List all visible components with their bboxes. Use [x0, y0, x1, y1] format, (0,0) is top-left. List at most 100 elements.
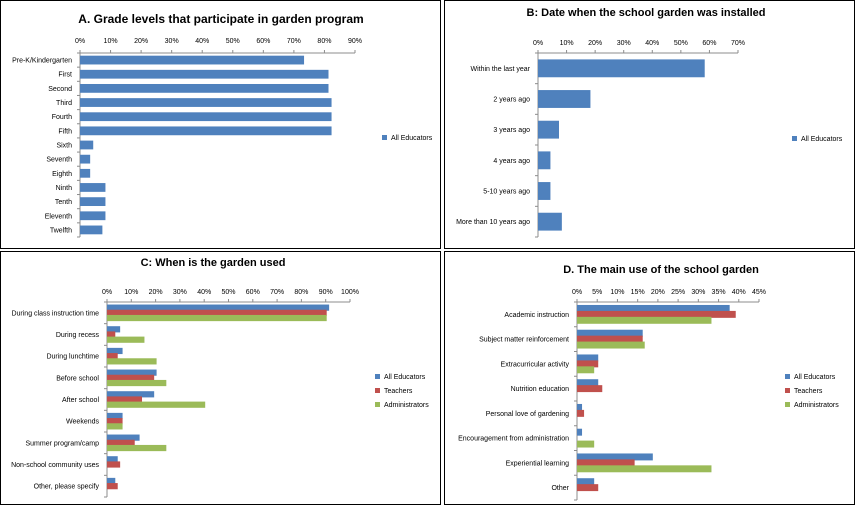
chart-c-bar-all-educators-after-school	[107, 391, 155, 398]
chart-d: D. The main use of the school garden 0% 5%…	[458, 264, 839, 501]
chart-b-tick-label: 10%	[560, 40, 574, 47]
chart-a-bar-all-educators-eighth	[80, 168, 91, 178]
chart-d-tick-label: 5%	[592, 289, 602, 296]
chart-c-bar-administrators-during-class-instruction-time	[107, 314, 327, 322]
chart-panel-d: D. The main use of the school garden 0% 5%…	[444, 251, 855, 505]
chart-c-bar-all-educators-during-class-instruction-time	[107, 304, 330, 311]
chart-a-bar-all-educators-eleventh	[80, 211, 106, 221]
chart-d-legend-swatch-teachers	[785, 388, 790, 393]
chart-d-legend-swatch-all-educators	[785, 374, 790, 379]
chart-c-bar-teachers-before-school	[107, 374, 155, 381]
chart-a-tick-label: 0%	[75, 38, 85, 45]
chart-c-tick-label: 90%	[319, 289, 333, 296]
chart-c-category-label: Other, please specify	[34, 484, 100, 491]
chart-d-title: D. The main use of the school garden	[563, 264, 759, 276]
chart-c-bar-teachers-after-school	[107, 396, 143, 403]
chart-a-tick-label: 30%	[165, 38, 179, 45]
chart-b-tick-label: 40%	[645, 40, 659, 47]
chart-c-category-label: During lunchtime	[46, 354, 99, 361]
chart-a-tick-label: 90%	[348, 38, 362, 45]
chart-c-bar-administrators-after-school	[107, 401, 206, 408]
chart-b-tick-label: 70%	[731, 40, 745, 47]
chart-b-category-label: More than 10 years ago	[456, 219, 530, 226]
chart-d-bar-teachers-experiential-learning	[577, 459, 635, 467]
chart-c-category-label: During class instruction time	[11, 310, 99, 317]
chart-b-bar-all-educators-2-years-ago	[538, 90, 591, 108]
chart-b-tick-label: 30%	[617, 40, 631, 47]
chart-c-category-label: Non-school community uses	[11, 462, 99, 469]
chart-d-bar-all-educators-encouragement-from-administration	[577, 428, 583, 436]
chart-b-bar-all-educators-4-years-ago	[538, 151, 551, 170]
chart-d-category-label: Other	[551, 485, 569, 492]
chart-d-tick-label: 25%	[671, 289, 685, 296]
chart-c-tick-label: 80%	[294, 289, 308, 296]
chart-a-bar-all-educators-pre-k-kindergarten	[80, 55, 305, 65]
chart-b-category-label: Within the last year	[470, 66, 530, 73]
chart-d-tick-label: 45%	[752, 289, 766, 296]
chart-c-category-label: Weekends	[66, 419, 99, 426]
chart-c-bar-all-educators-non-school-community-uses	[107, 456, 118, 463]
chart-a-bar-all-educators-first	[80, 69, 329, 79]
chart-d-bar-all-educators-academic-instruction	[577, 304, 730, 312]
chart-a-bar-all-educators-third	[80, 98, 332, 107]
chart-d-legend-label-all-educators: All Educators	[794, 374, 836, 381]
chart-d-bar-teachers-extracurricular-activity	[577, 360, 599, 368]
chart-a-tick-label: 20%	[134, 38, 148, 45]
chart-d-category-label: Encouragement from administration	[458, 436, 569, 443]
chart-d-tick-label: 30%	[691, 289, 705, 296]
chart-a-category-label: Fifth	[58, 128, 72, 135]
chart-a-tick-label: 80%	[317, 38, 331, 45]
chart-a-bar-all-educators-second	[80, 83, 329, 93]
chart-c-tick-label: 30%	[173, 289, 187, 296]
chart-a-category-label: First	[58, 72, 72, 79]
chart-b: B: Date when the school garden was insta…	[456, 7, 843, 238]
chart-c-tick-label: 0%	[102, 289, 112, 296]
chart-c-bar-teachers-weekends	[107, 418, 123, 425]
chart-d-bar-all-educators-subject-matter-reinforcement	[577, 329, 643, 337]
chart-c-bar-teachers-during-recess	[107, 331, 116, 338]
chart-d-category-label: Personal love of gardening	[486, 411, 569, 418]
chart-d-bar-teachers-subject-matter-reinforcement	[577, 335, 643, 343]
chart-d-bar-administrators-academic-instruction	[577, 316, 712, 324]
chart-d-bar-teachers-nutrition-education	[577, 385, 603, 393]
chart-c-bar-all-educators-summer-program-camp	[107, 434, 140, 441]
chart-b-tick-label: 0%	[533, 40, 543, 47]
chart-c-title: C: When is the garden used	[141, 257, 286, 269]
chart-c-category-label: After school	[62, 397, 99, 404]
chart-a-tick-label: 70%	[287, 38, 301, 45]
chart-c-bar-teachers-other-please-specify	[107, 483, 118, 490]
chart-d-bar-teachers-personal-love-of-gardening	[577, 409, 585, 417]
chart-c: C: When is the garden used 0% 10% 20% 30% 40%…	[11, 257, 429, 498]
chart-a-category-label: Twelfth	[50, 227, 72, 234]
chart-c-legend-swatch-all-educators	[375, 374, 380, 379]
chart-b-bar-all-educators-within-the-last-year	[538, 59, 705, 78]
chart-c-tick-label: 60%	[246, 289, 260, 296]
chart-a-tick-label: 10%	[104, 38, 118, 45]
chart-d-category-label: Extracurricular activity	[501, 361, 570, 368]
chart-panel-a: A. Grade levels that participate in gard…	[0, 0, 441, 249]
chart-d-tick-label: 40%	[732, 289, 746, 296]
chart-b-category-label: 4 years ago	[493, 158, 530, 165]
chart-c-bar-administrators-during-recess	[107, 336, 145, 343]
chart-d-bar-all-educators-nutrition-education	[577, 379, 599, 387]
chart-c-legend-swatch-administrators	[375, 402, 380, 407]
chart-d-category-label: Experiential learning	[506, 460, 570, 467]
chart-a-category-label: Eleventh	[45, 213, 72, 220]
chart-b-title: B: Date when the school garden was insta…	[527, 7, 766, 19]
chart-a-category-label: Fourth	[52, 114, 72, 121]
chart-a-legend-label-all-educators: All Educators	[391, 135, 433, 142]
chart-c-bar-all-educators-before-school	[107, 369, 157, 376]
chart-b-tick-label: 20%	[588, 40, 602, 47]
chart-a-bar-all-educators-fourth	[80, 112, 332, 122]
chart-c-tick-label: 10%	[124, 289, 138, 296]
chart-c-tick-label: 20%	[149, 289, 163, 296]
chart-b-tick-label: 50%	[674, 40, 688, 47]
chart-a-category-label: Sixth	[56, 143, 72, 150]
chart-d-tick-label: 0%	[572, 289, 582, 296]
chart-c-tick-label: 40%	[197, 289, 211, 296]
chart-b-category-label: 2 years ago	[493, 97, 530, 104]
chart-c-bar-all-educators-other-please-specify	[107, 477, 116, 485]
chart-d-legend-label-teachers: Teachers	[794, 388, 823, 395]
chart-d-legend-swatch-administrators	[785, 402, 790, 407]
chart-d-tick-label: 15%	[631, 289, 645, 296]
